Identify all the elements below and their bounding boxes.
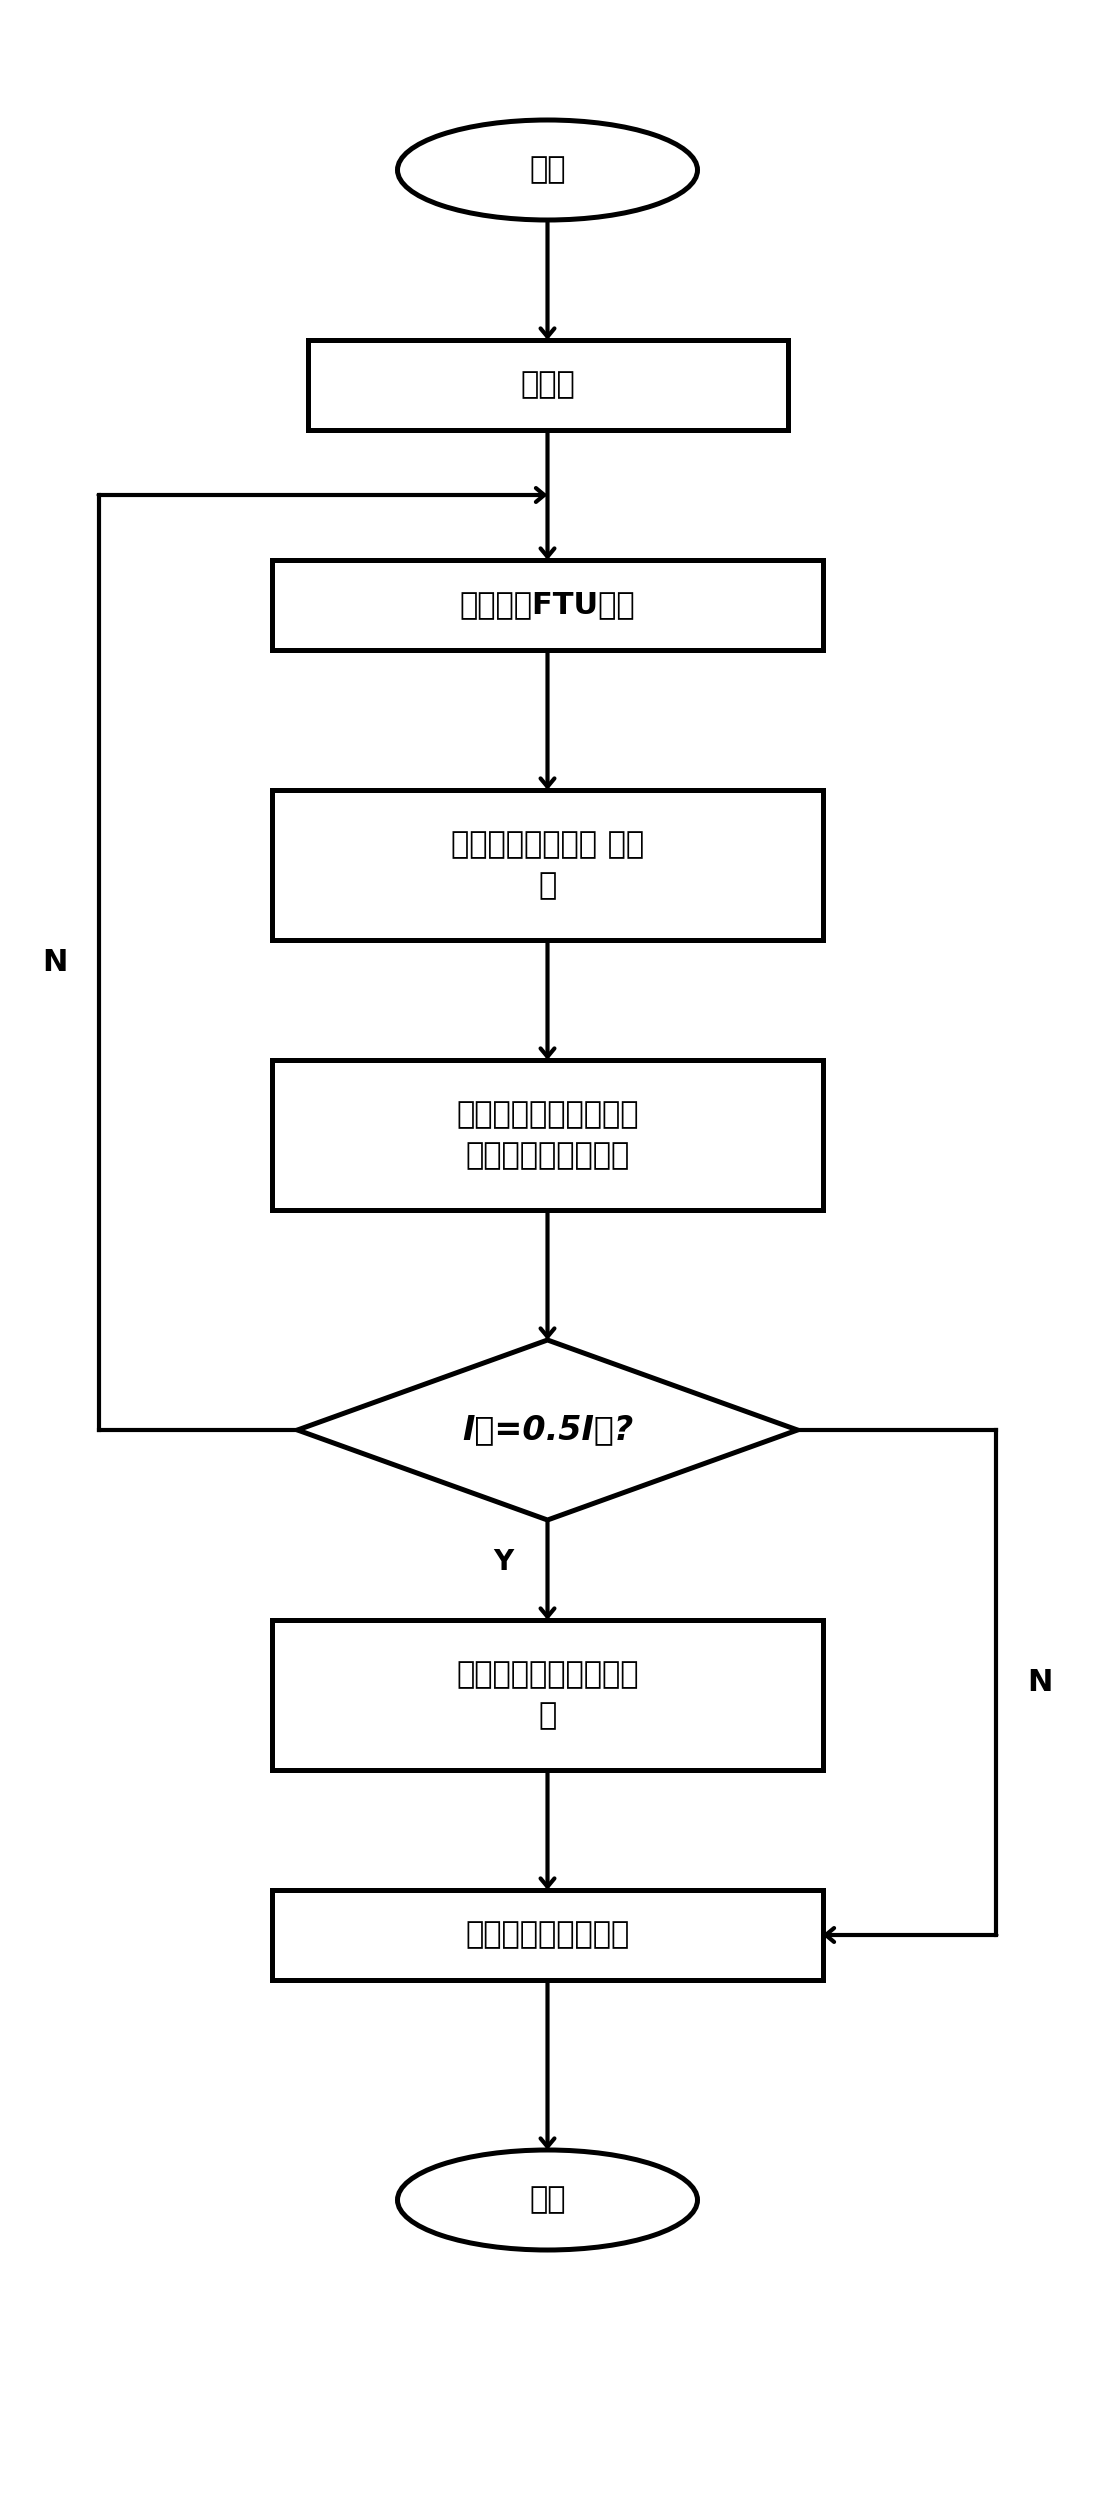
Bar — [273, 1891, 822, 1979]
Text: N: N — [1027, 1668, 1053, 1698]
Text: 结束: 结束 — [529, 2184, 566, 2215]
Text: 判断故障区段并上报主
站: 判断故障区段并上报主 站 — [457, 1660, 638, 1731]
Polygon shape — [298, 1339, 797, 1520]
Ellipse shape — [397, 120, 698, 221]
Bar — [273, 790, 822, 940]
Text: N: N — [42, 948, 68, 978]
Bar — [308, 341, 787, 429]
Text: 馈线终端FTU启动: 馈线终端FTU启动 — [460, 589, 635, 619]
Bar — [273, 559, 822, 650]
Text: 初始化: 初始化 — [520, 371, 575, 399]
Ellipse shape — [397, 2149, 698, 2250]
Text: 保存故障数据和结果: 保存故障数据和结果 — [465, 1921, 630, 1949]
Text: 开始: 开始 — [529, 155, 566, 186]
Text: 采集跃变区段左右两侧
的暂态零序电流幅值: 采集跃变区段左右两侧 的暂态零序电流幅值 — [457, 1101, 638, 1169]
Text: Y: Y — [494, 1547, 514, 1578]
Bar — [273, 1620, 822, 1771]
Text: I右=0.5I左?: I右=0.5I左? — [462, 1415, 633, 1447]
Text: 设置暂态零序电流 的幅
值: 设置暂态零序电流 的幅 值 — [451, 830, 644, 900]
Bar — [273, 1061, 822, 1209]
